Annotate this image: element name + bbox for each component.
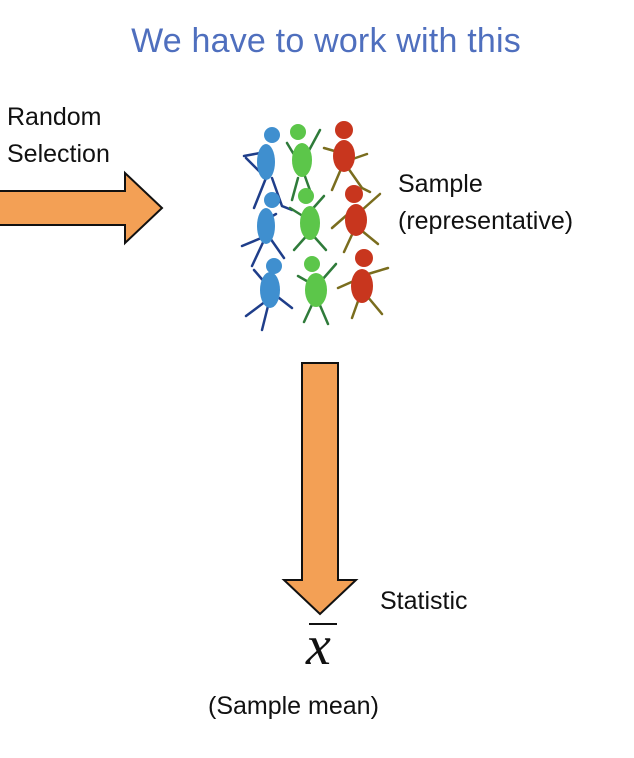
sample-label: Sample (representative) xyxy=(398,166,573,240)
random-selection-line1: Random xyxy=(7,103,102,131)
x-bar-letter: x xyxy=(306,615,331,677)
random-selection-label: Random Selection xyxy=(7,99,110,173)
sample-mean-label: (Sample mean) xyxy=(208,692,379,720)
down-arrow-icon xyxy=(281,362,359,616)
slide-title: We have to work with this xyxy=(131,22,521,60)
sample-line1: Sample xyxy=(398,170,483,198)
random-selection-line2: Selection xyxy=(7,140,110,168)
figure-row-bottom xyxy=(244,249,390,332)
right-arrow-icon xyxy=(0,170,164,246)
people-group-illustration xyxy=(240,121,390,332)
figure-row-top xyxy=(242,121,372,212)
x-bar-overline xyxy=(309,623,337,625)
x-bar-symbol: x xyxy=(304,612,346,677)
figure-row-middle xyxy=(240,185,382,268)
statistic-label: Statistic xyxy=(380,587,468,615)
sample-line2: (representative) xyxy=(398,207,574,235)
